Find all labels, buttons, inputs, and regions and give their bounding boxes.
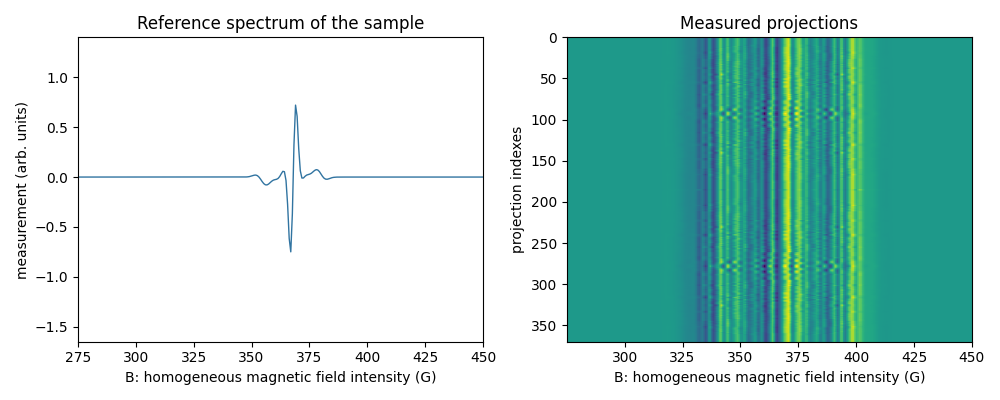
Title: Reference spectrum of the sample: Reference spectrum of the sample [137, 15, 424, 33]
Y-axis label: measurement (arb. units): measurement (arb. units) [15, 100, 29, 278]
X-axis label: B: homogeneous magnetic field intensity (G): B: homogeneous magnetic field intensity … [614, 371, 925, 385]
Title: Measured projections: Measured projections [680, 15, 858, 33]
Y-axis label: projection indexes: projection indexes [511, 126, 525, 253]
X-axis label: B: homogeneous magnetic field intensity (G): B: homogeneous magnetic field intensity … [125, 371, 436, 385]
